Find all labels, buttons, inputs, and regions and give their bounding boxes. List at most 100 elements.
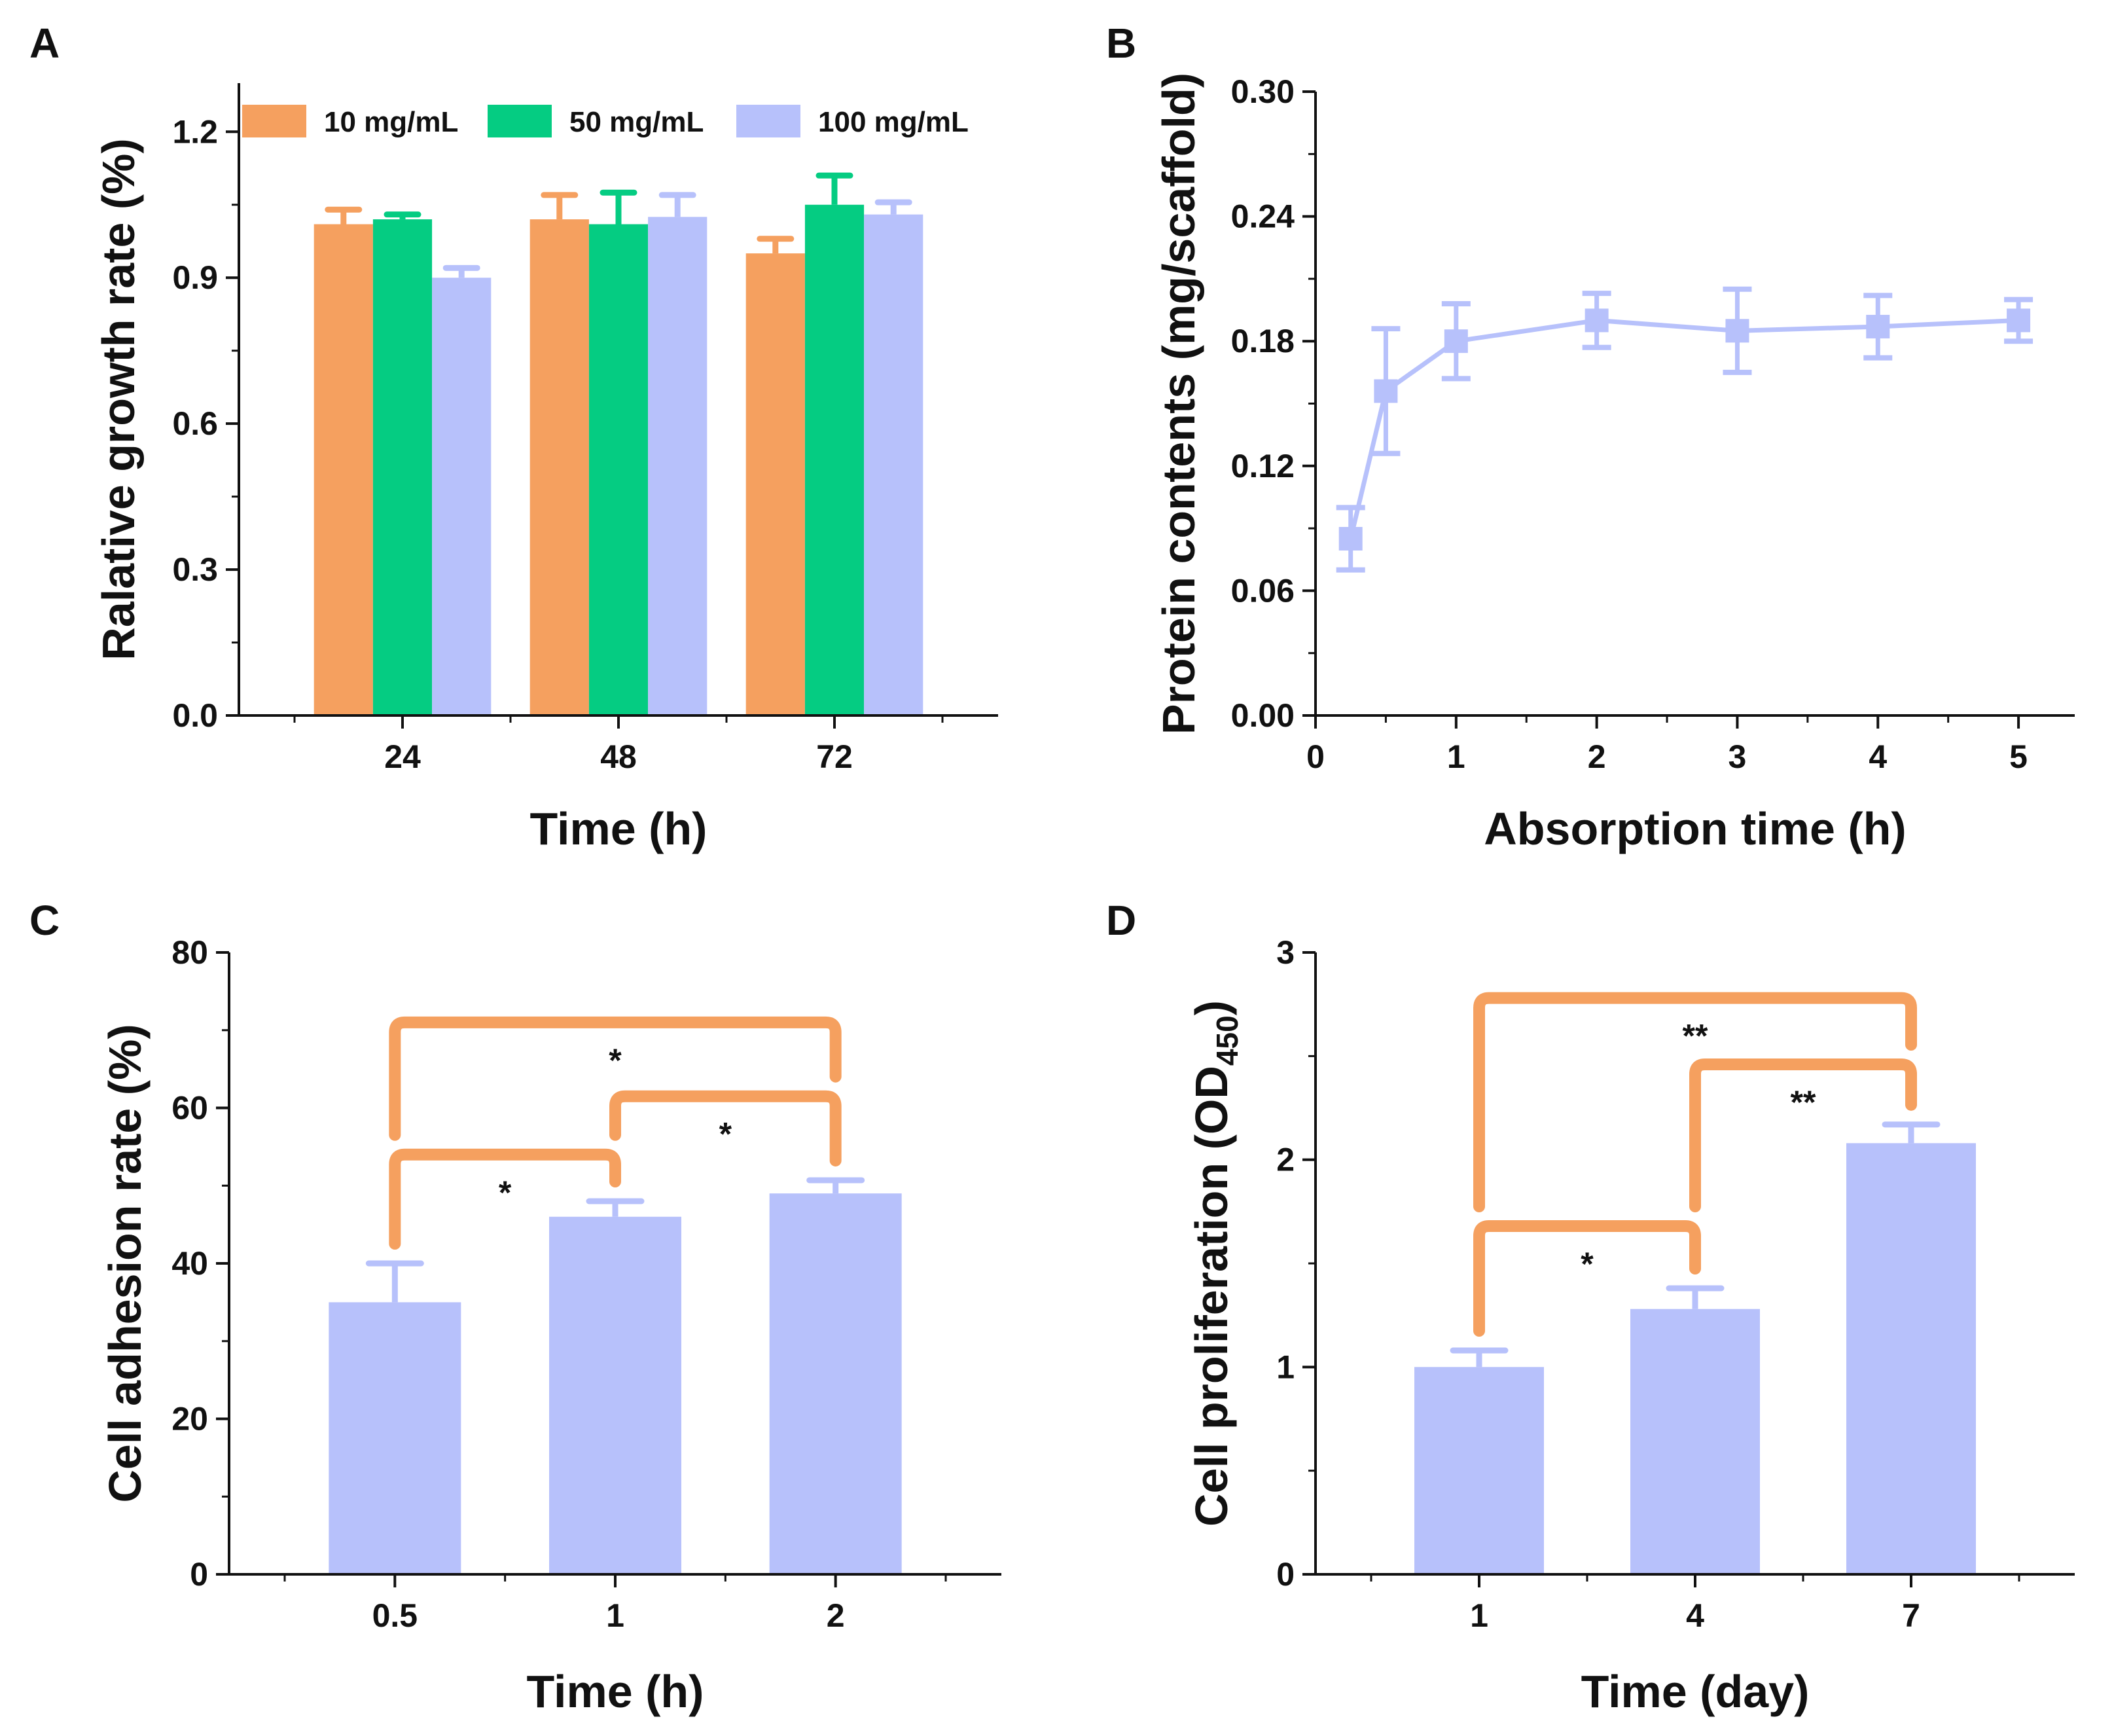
- panel-a: 0.0 0.3 0.6 0.9 1.2 24 48 72 10 mg/mL 50 mg/mL 100…: [29, 20, 998, 854]
- panel-b-y-tick-label: 0.00: [1231, 697, 1295, 734]
- panel-d-y-axis-title-main: Cell proliferation (OD: [1186, 1066, 1237, 1527]
- panel-c-y-tick-label: 20: [171, 1401, 208, 1438]
- panel-d-significance-label: **: [1683, 1018, 1708, 1055]
- panel-b-data-point: [1585, 308, 1609, 333]
- panel-a-x-tick-label: 48: [600, 738, 637, 775]
- panel-b-x-tick-label: 4: [1869, 738, 1887, 775]
- panel-a-bar-100-mg-ml-24: [432, 278, 492, 715]
- panel-a-y-axis-title-main: Ralative growth rate (%): [93, 138, 144, 660]
- panel-d-bar-cell-proliferation-7: [1846, 1143, 1976, 1574]
- panel-a-legend-label: 50 mg/mL: [569, 106, 704, 138]
- panel-c-significance-bracket: [609, 1090, 842, 1166]
- panel-b: 0.00 0.06 0.12 0.18 0.24 0.30 0 1 2 3 4 5 B Absorptio…: [1106, 20, 2075, 854]
- panel-d-y-tick-label: 2: [1276, 1142, 1295, 1178]
- panel-d-y-tick-label: 0: [1276, 1556, 1295, 1593]
- panel-a-y-tick-label: 0.3: [172, 551, 218, 588]
- panel-c-significance-bracket: [389, 1148, 621, 1250]
- panel-d-x-tick-label: 1: [1470, 1597, 1488, 1634]
- panel-a-legend-swatch: [242, 105, 306, 137]
- panel-c: 0 20 40 60 80 0.5 1 2 * * * C Time (h) Cell adhesion …: [29, 897, 1001, 1717]
- panel-b-y-tick-label: 0.24: [1231, 198, 1295, 235]
- panel-b-y-tick-label: 0.12: [1231, 448, 1295, 484]
- panel-d-x-tick-label: 4: [1686, 1597, 1704, 1634]
- panel-a-y-tick-label: 1.2: [172, 113, 218, 150]
- panel-d-x-tick-label: 7: [1902, 1597, 1920, 1634]
- panel-a-y-axis-title: Ralative growth rate (%): [93, 138, 144, 660]
- panel-d-panel-letter: D: [1106, 897, 1136, 944]
- panel-b-y-tick-label: 0.30: [1231, 73, 1295, 110]
- panel-c-y-axis-title: Cell adhesion rate (%): [99, 1024, 151, 1502]
- panel-a-bar-50-mg-ml-24: [372, 219, 433, 715]
- panel-d-significance-bracket: [1473, 1220, 1701, 1337]
- panel-d-y-tick-label: 3: [1276, 934, 1295, 971]
- panel-c-y-tick-label: 0: [190, 1556, 208, 1593]
- panel-b-x-tick-label: 5: [2009, 738, 2028, 775]
- panel-b-y-axis-title-main: Protein contents (mg/scaffold): [1153, 73, 1204, 734]
- panel-a-legend-label: 100 mg/mL: [818, 106, 969, 138]
- panel-d-bar-cell-proliferation-4: [1630, 1309, 1760, 1574]
- panel-a-y-tick-label: 0.6: [172, 405, 218, 442]
- panel-a-bar-100-mg-ml-48: [648, 217, 708, 715]
- panel-a-x-tick-label: 24: [384, 738, 421, 775]
- panel-b-data-point: [2007, 308, 2031, 333]
- panel-a-x-axis-title: Time (h): [530, 803, 708, 854]
- panel-a-legend-label: 10 mg/mL: [324, 106, 458, 138]
- panel-a-legend-swatch: [736, 105, 800, 137]
- panel-c-x-tick-label: 1: [606, 1597, 624, 1634]
- panel-a-bar-50-mg-ml-48: [588, 224, 649, 715]
- panel-a-bar-10-mg-ml-24: [314, 224, 373, 715]
- panel-a-bar-50-mg-ml-72: [804, 204, 865, 715]
- panel-d-significance-bracket: [1689, 1058, 1917, 1212]
- panel-b-y-axis-title: Protein contents (mg/scaffold): [1153, 73, 1204, 734]
- panel-b-data-point: [1374, 379, 1398, 403]
- panel-c-bar-cell-adhesion-rate-1: [549, 1216, 681, 1574]
- panel-d-significance-label: *: [1581, 1246, 1594, 1282]
- panel-a-legend-swatch: [488, 105, 552, 137]
- panel-b-data-point: [1866, 314, 1890, 338]
- panel-b-data-point: [1725, 319, 1749, 343]
- panel-d-x-axis-title: Time (day): [1581, 1666, 1810, 1717]
- panel-c-y-tick-label: 40: [171, 1245, 208, 1282]
- panel-c-bar-cell-adhesion-rate-0_5: [329, 1302, 461, 1574]
- panel-a-bar-10-mg-ml-72: [745, 253, 805, 716]
- panel-d-y-axis-title-subscript: 450: [1210, 1015, 1244, 1066]
- panel-c-x-tick-label: 0.5: [372, 1597, 418, 1634]
- panel-c-y-axis-title-main: Cell adhesion rate (%): [99, 1024, 151, 1502]
- panel-b-x-tick-label: 1: [1447, 738, 1465, 775]
- panel-d-y-tick-label: 1: [1276, 1348, 1295, 1385]
- panel-b-series-line: [1348, 317, 2019, 539]
- panel-d-significance-bracket: [1473, 992, 1917, 1212]
- panel-c-y-tick-label: 60: [171, 1090, 208, 1127]
- panel-a-bar-100-mg-ml-72: [864, 214, 923, 716]
- panel-a-y-tick-label: 0.9: [172, 259, 218, 296]
- panel-c-y-tick-label: 80: [171, 934, 208, 971]
- panel-a-bar-10-mg-ml-48: [529, 219, 589, 715]
- panel-c-significance-bracket: [389, 1016, 842, 1141]
- panel-a-legend: 10 mg/mL 50 mg/mL 100 mg/mL: [242, 105, 969, 138]
- panel-b-x-tick-label: 0: [1306, 738, 1325, 775]
- panel-b-data-point: [1338, 526, 1363, 551]
- panel-c-bar-cell-adhesion-rate-2: [769, 1193, 902, 1574]
- panel-b-data-point: [1444, 329, 1468, 353]
- panel-a-panel-letter: A: [29, 20, 60, 67]
- panel-c-x-axis-title: Time (h): [527, 1666, 704, 1717]
- panel-b-x-tick-label: 3: [1729, 738, 1747, 775]
- panel-a-y-tick-label: 0.0: [172, 697, 218, 734]
- panel-d-bar-cell-proliferation-1: [1414, 1367, 1544, 1574]
- panel-d-significance-label: **: [1791, 1084, 1816, 1121]
- panel-a-x-tick-label: 72: [816, 738, 853, 775]
- panel-b-x-tick-label: 2: [1588, 738, 1606, 775]
- panel-c-significance-label: *: [499, 1174, 512, 1211]
- panel-c-significance-label: *: [719, 1116, 732, 1153]
- panel-c-significance-label: *: [609, 1042, 622, 1079]
- panel-b-y-tick-label: 0.06: [1231, 572, 1295, 609]
- panel-b-x-axis-title: Absorption time (h): [1484, 803, 1906, 854]
- panel-d-y-axis-title: Cell proliferation (OD450): [1186, 1000, 1244, 1527]
- panel-c-panel-letter: C: [29, 897, 60, 944]
- panel-d-y-axis-title-suffix: ): [1186, 1000, 1237, 1015]
- panel-b-panel-letter: B: [1106, 20, 1136, 67]
- panel-b-y-tick-label: 0.18: [1231, 323, 1295, 359]
- panel-c-x-tick-label: 2: [827, 1597, 845, 1634]
